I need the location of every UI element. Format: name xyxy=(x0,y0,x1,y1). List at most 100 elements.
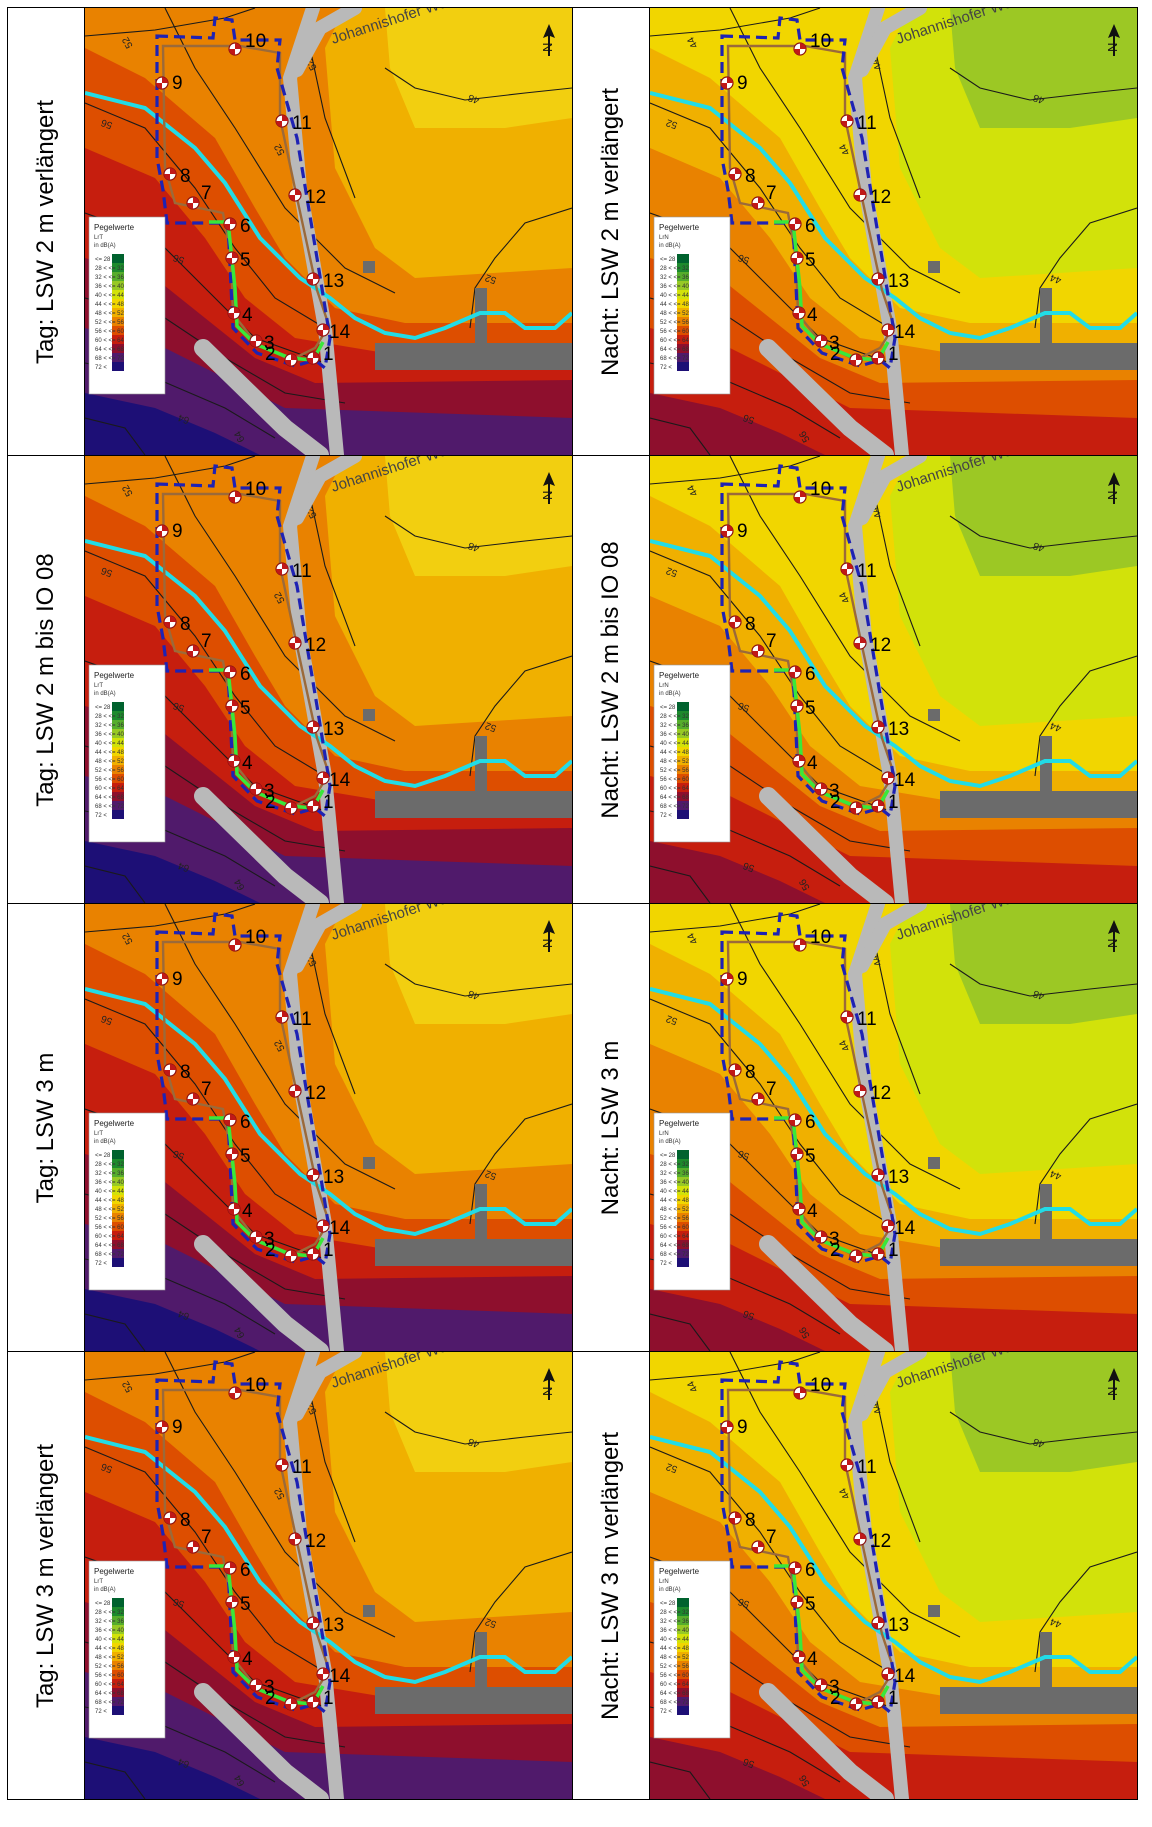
legend-unit: in dB(A) xyxy=(659,691,681,697)
receiver-point: 5 xyxy=(225,698,251,719)
receiver-number: 11 xyxy=(857,1457,877,1478)
contour-label: 44 xyxy=(685,930,700,946)
legend-class-label: 48 < <= 52 xyxy=(95,759,125,765)
contour-label: 56 xyxy=(171,1595,186,1609)
contour-label: 64 xyxy=(232,1324,247,1340)
receiver-point: 10 xyxy=(793,479,831,504)
north-arrow-icon: N xyxy=(540,24,555,56)
isoline xyxy=(949,963,1137,997)
receiver-point: 13 xyxy=(306,1615,344,1636)
legend-class-label: 36 < <= 40 xyxy=(660,1628,690,1634)
receiver-number: 1 xyxy=(323,1240,334,1261)
legend-class-label: 32 < <= 36 xyxy=(660,723,690,729)
map-cell: 52 48 52 56 52 56 60 64 64 52 Johannishofer We 1 2 3 4… xyxy=(84,7,573,456)
isoline xyxy=(85,1761,146,1799)
isoline xyxy=(949,67,1137,101)
building xyxy=(928,261,940,273)
receiver-point: 2 xyxy=(830,792,863,815)
receiver-point: 1 xyxy=(306,792,334,813)
legend-class-label: 40 < <= 44 xyxy=(660,1637,690,1643)
receiver-point: 2 xyxy=(830,1688,863,1711)
legend-class-label: 36 < <= 40 xyxy=(95,1628,125,1634)
level-band xyxy=(650,1737,825,1799)
receiver-number: 5 xyxy=(240,1146,251,1167)
receiver-point: 9 xyxy=(155,969,183,990)
contour-label: 56 xyxy=(99,1460,114,1474)
map-cell: 44 48 44 52 44 56 60 56 56 44 Johannishofer We 1 2 3 4… xyxy=(649,455,1138,904)
receiver-point: 4 xyxy=(792,753,818,774)
map-cell: 52 48 52 56 52 56 60 64 64 52 Johannishofer We 1 2 3 4… xyxy=(84,903,573,1352)
contour-label: 56 xyxy=(741,411,756,425)
legend-class-label: 60 < <= 64 xyxy=(660,1234,690,1240)
contour-label: 44 xyxy=(685,1378,700,1394)
legend-class-label: 40 < <= 44 xyxy=(660,1189,690,1195)
contour-label: 52 xyxy=(483,1167,498,1181)
receiver-number: 13 xyxy=(888,1167,909,1188)
svg-text:N: N xyxy=(1105,43,1120,52)
contour-label: 56 xyxy=(797,876,812,892)
building xyxy=(940,288,1137,370)
receiver-point: 1 xyxy=(306,1688,334,1709)
receiver-point: 13 xyxy=(871,719,909,740)
legend-class-label: 60 < <= 64 xyxy=(660,1682,690,1688)
receiver-point: 3 xyxy=(814,333,840,354)
receiver-point: 7 xyxy=(186,1079,212,1106)
legend-class-label: 52 < <= 56 xyxy=(660,1664,690,1670)
contour-label: 52 xyxy=(483,271,498,285)
isoline xyxy=(164,456,396,742)
legend-class-label: 28 < <= 32 xyxy=(660,714,690,720)
receiver-number: 3 xyxy=(264,1677,275,1698)
isoline xyxy=(1034,1103,1137,1225)
legend-class-label: 64 < <= 68 xyxy=(95,1243,125,1249)
receiver-number: 9 xyxy=(737,969,748,990)
receiver-number: 11 xyxy=(857,113,877,134)
legend-class-label: 64 < <= 68 xyxy=(95,347,125,353)
legend-class-label: 72 < xyxy=(660,365,672,371)
contour-label: 56 xyxy=(797,428,812,444)
receiver-point: 10 xyxy=(228,31,266,56)
receiver-point: 1 xyxy=(871,344,899,365)
reference-isoline xyxy=(650,539,1137,789)
legend-metric: LrT xyxy=(94,235,103,241)
receiver-point: 14 xyxy=(316,770,351,791)
receiver-point: 3 xyxy=(249,333,275,354)
receiver-number: 12 xyxy=(305,187,326,208)
isoline xyxy=(650,998,891,1225)
receiver-number: 5 xyxy=(240,698,251,719)
legend-class-label: <= 28 xyxy=(95,257,111,263)
legend-title: Pegelwerte xyxy=(659,223,700,232)
receiver-point: 1 xyxy=(871,1240,899,1261)
reference-isoline xyxy=(85,539,572,789)
legend-title: Pegelwerte xyxy=(94,1567,135,1576)
receiver-point: 6 xyxy=(788,664,816,685)
receiver-number: 7 xyxy=(201,1527,212,1548)
legend-class-label: 60 < <= 64 xyxy=(95,1682,125,1688)
road xyxy=(759,787,894,903)
receiver-point: 14 xyxy=(881,322,916,343)
building xyxy=(363,261,375,273)
receiver-point: 11 xyxy=(275,1009,312,1030)
receiver-number: 11 xyxy=(292,1009,312,1030)
receiver-point: 3 xyxy=(249,781,275,802)
receiver-number: 4 xyxy=(242,1649,253,1670)
legend-class-label: 72 < xyxy=(660,813,672,819)
contour-label: 52 xyxy=(664,1012,679,1026)
receiver-number: 5 xyxy=(240,1594,251,1615)
scenario-label: Tag: LSW 3 m verlängert xyxy=(32,1443,59,1708)
building xyxy=(375,1632,572,1714)
receiver-number: 13 xyxy=(888,271,909,292)
receiver-number: 13 xyxy=(323,1615,344,1636)
receiver-number: 2 xyxy=(830,1240,841,1261)
receiver-number: 6 xyxy=(805,216,816,237)
building xyxy=(928,1157,940,1169)
contour-label: 64 xyxy=(232,1772,247,1788)
road xyxy=(194,1235,329,1351)
legend: Pegelwerte LrN in dB(A) <= 28 28 < <= 32 32 <… xyxy=(653,1112,731,1291)
contour-label: 52 xyxy=(120,930,135,946)
isoline xyxy=(164,8,396,294)
isoline xyxy=(650,456,821,485)
isoline xyxy=(469,207,572,329)
